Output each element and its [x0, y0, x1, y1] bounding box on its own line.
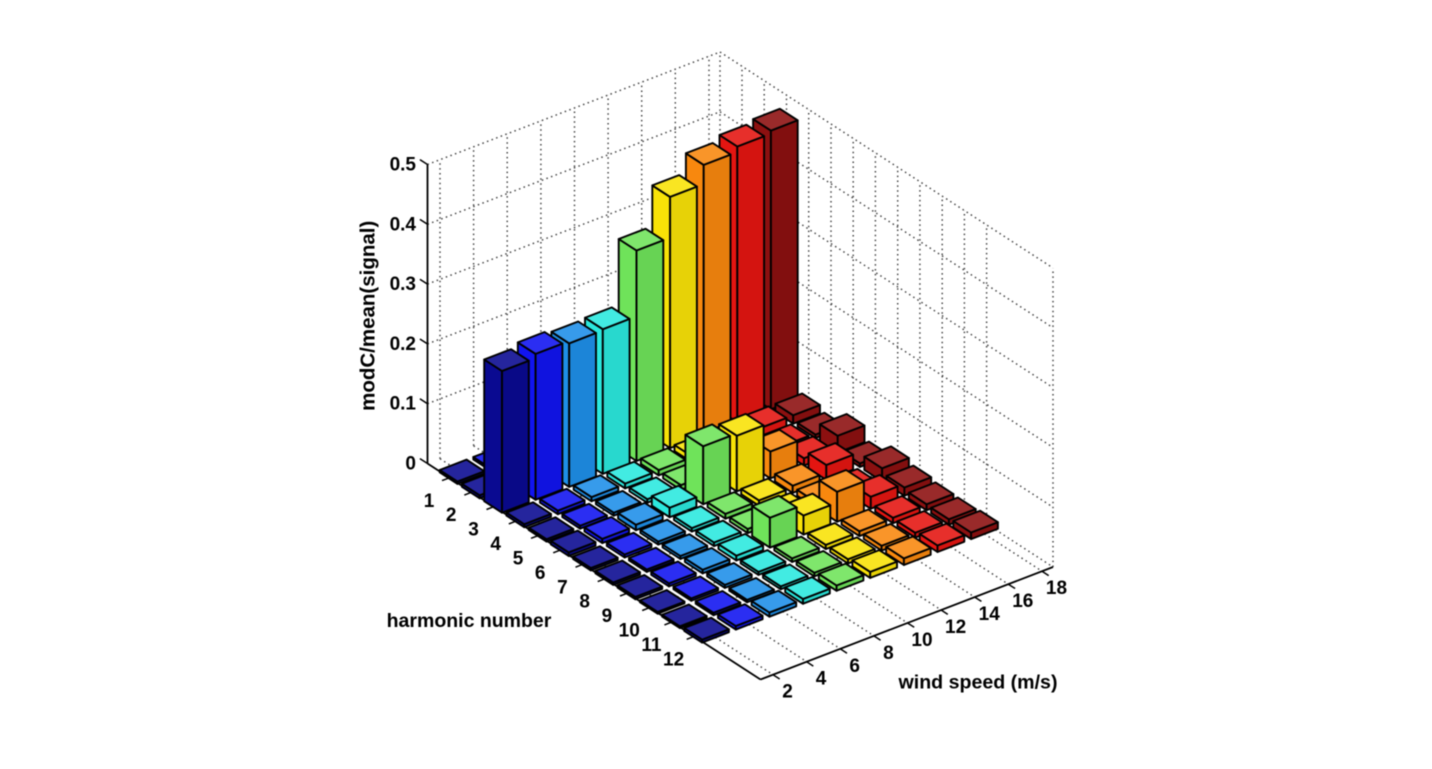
- svg-text:wind speed (m/s): wind speed (m/s): [898, 672, 1058, 694]
- svg-text:12: 12: [663, 649, 684, 670]
- svg-text:14: 14: [979, 604, 1001, 625]
- svg-text:1: 1: [424, 491, 435, 512]
- svg-text:4: 4: [816, 669, 827, 690]
- svg-text:7: 7: [557, 577, 568, 598]
- svg-text:10: 10: [619, 621, 640, 642]
- svg-text:2: 2: [446, 505, 457, 526]
- svg-text:4: 4: [490, 534, 501, 555]
- svg-text:9: 9: [602, 606, 613, 627]
- svg-text:8: 8: [579, 592, 590, 613]
- svg-text:18: 18: [1046, 578, 1067, 599]
- svg-text:10: 10: [911, 630, 932, 651]
- svg-text:0.2: 0.2: [390, 334, 416, 355]
- svg-text:6: 6: [849, 656, 860, 677]
- svg-text:16: 16: [1012, 591, 1033, 612]
- svg-text:12: 12: [945, 617, 966, 638]
- svg-text:3: 3: [468, 520, 479, 541]
- svg-text:5: 5: [513, 549, 524, 570]
- svg-text:11: 11: [641, 635, 662, 656]
- svg-text:modC/mean(signal): modC/mean(signal): [357, 221, 380, 411]
- svg-text:0.4: 0.4: [390, 214, 417, 235]
- svg-text:8: 8: [883, 643, 894, 664]
- svg-text:6: 6: [535, 563, 546, 584]
- svg-text:2: 2: [782, 682, 793, 703]
- svg-text:0.3: 0.3: [390, 274, 416, 295]
- svg-text:harmonic number: harmonic number: [387, 610, 552, 632]
- svg-text:0: 0: [405, 454, 416, 475]
- svg-text:0.1: 0.1: [390, 394, 417, 415]
- svg-text:0.5: 0.5: [390, 155, 417, 176]
